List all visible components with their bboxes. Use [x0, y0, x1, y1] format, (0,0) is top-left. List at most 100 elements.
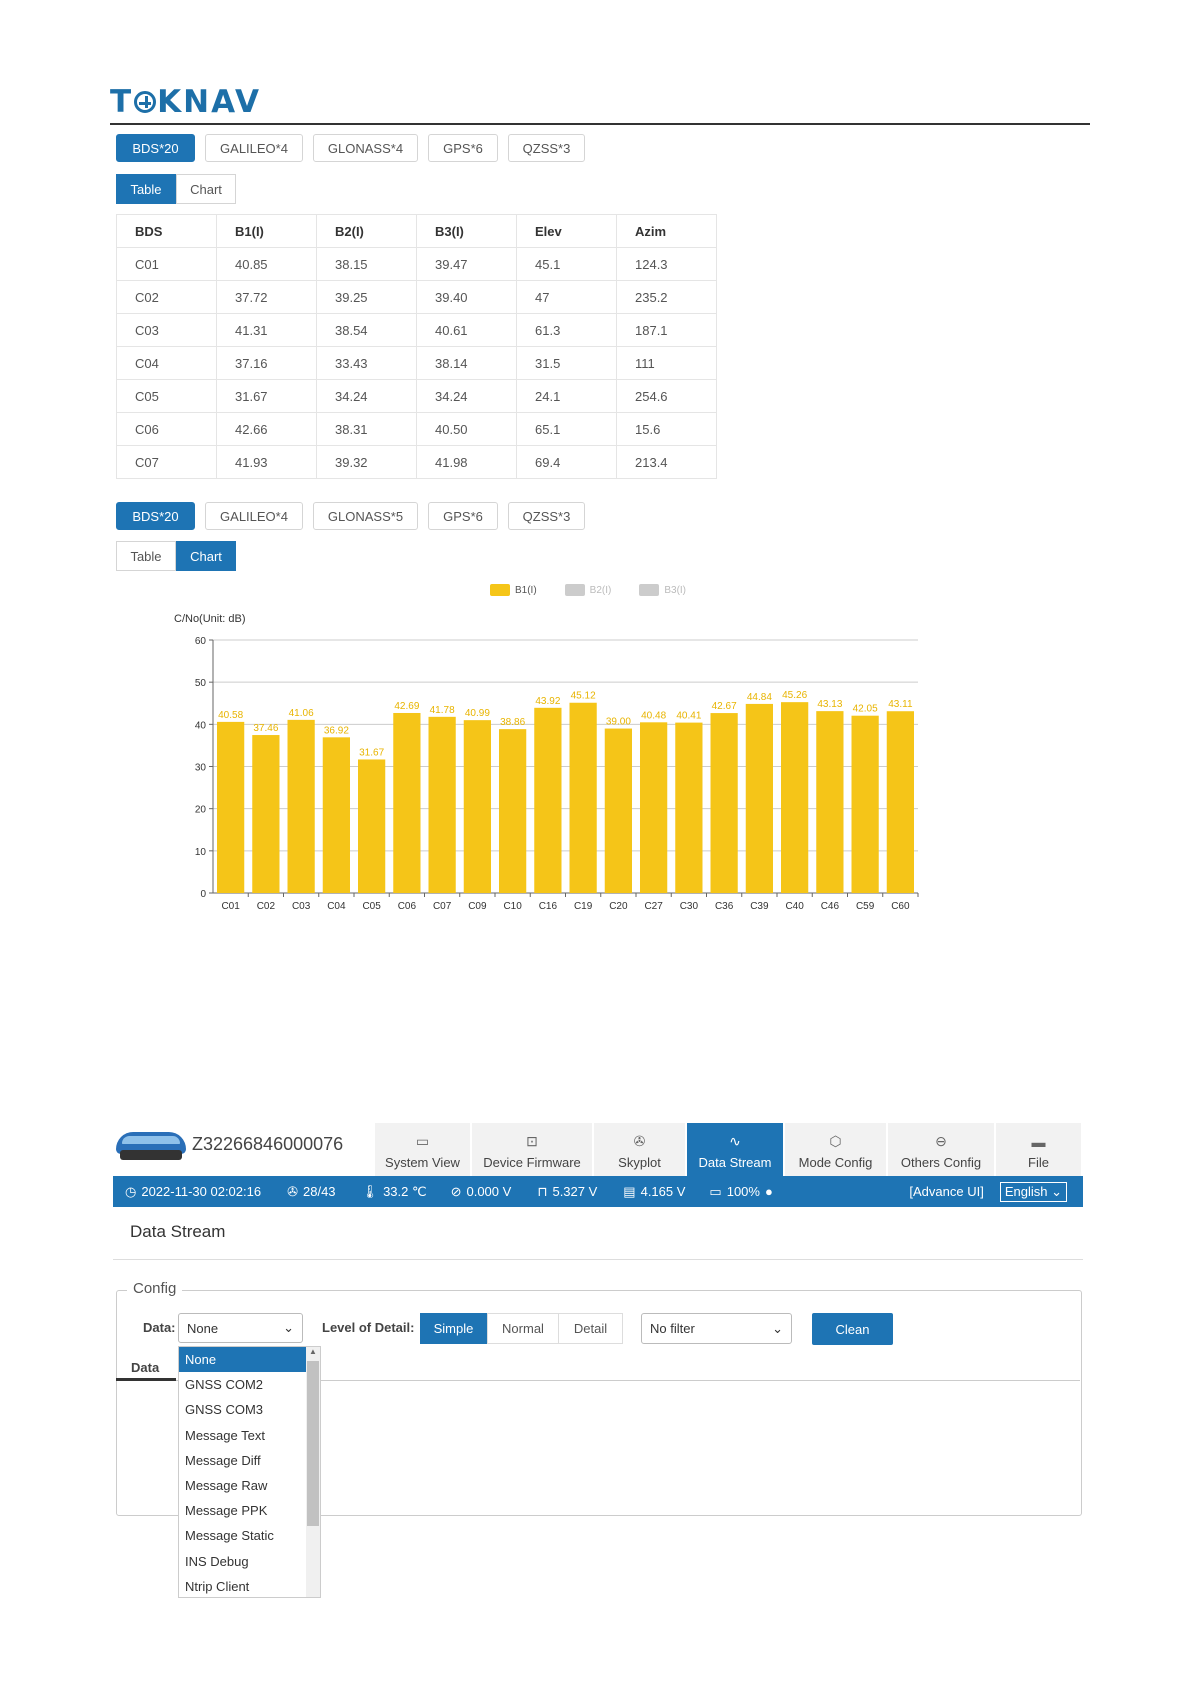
scroll-thumb[interactable]	[307, 1361, 319, 1526]
x-tick-label: C46	[821, 901, 840, 910]
y-tick-label: 50	[195, 678, 207, 689]
x-tick-label: C06	[398, 901, 417, 910]
table-row: C03 41.31 38.54 40.61 61.3 187.1	[116, 313, 717, 347]
table-row: C01 40.85 38.15 39.47 45.1 124.3	[116, 247, 717, 281]
tab-glonass[interactable]: GLONASS*4	[313, 134, 418, 162]
status-text: 4.165 V	[640, 1184, 686, 1199]
dots-icon: ⊖	[935, 1133, 947, 1149]
nav-others-config[interactable]: ⊖ Others Config	[888, 1123, 996, 1176]
dropdown-option[interactable]: Ntrip Client	[185, 1578, 250, 1594]
nav-mode-config[interactable]: ⬡ Mode Config	[785, 1123, 888, 1176]
bar	[886, 711, 914, 893]
x-tick-label: C30	[680, 901, 699, 910]
tab-bds[interactable]: BDS*20	[116, 502, 195, 530]
y-tick-label: 20	[195, 805, 207, 816]
nav-system-view[interactable]: ▭ System View	[375, 1123, 472, 1176]
table-cell: 34.24	[316, 379, 417, 413]
table-cell: 37.72	[216, 280, 317, 314]
table-cell: C03	[116, 313, 217, 347]
chart-legend: B1(I) B2(I) B3(I)	[490, 584, 686, 596]
tab-glonass[interactable]: GLONASS*5	[313, 502, 418, 530]
table-cell: 40.85	[216, 247, 317, 281]
level-normal-button[interactable]: Normal	[487, 1313, 559, 1344]
calendar-icon: ▤	[623, 1183, 636, 1199]
view-toggle-2: Table Chart	[116, 541, 236, 571]
level-detail-button[interactable]: Detail	[559, 1313, 623, 1344]
bar-value-label: 37.46	[253, 723, 278, 734]
nav-skyplot[interactable]: ✇ Skyplot	[594, 1123, 687, 1176]
nav-file[interactable]: ▬ File	[996, 1123, 1083, 1176]
chevron-down-icon: ⌄	[283, 1320, 294, 1335]
company-logo: T KNAV	[110, 84, 262, 120]
dropdown-option[interactable]: GNSS COM3	[185, 1402, 264, 1418]
table-cell: 39.47	[416, 247, 517, 281]
bar-value-label: 43.13	[817, 699, 842, 710]
legend-swatch	[490, 584, 510, 596]
col-header: Elev	[516, 214, 617, 248]
dropdown-option[interactable]: Message Static	[185, 1528, 274, 1544]
y-tick-label: 0	[200, 889, 206, 900]
level-simple-button[interactable]: Simple	[420, 1313, 487, 1344]
data-select[interactable]: None ⌄	[178, 1313, 303, 1343]
tab-qzss[interactable]: QZSS*3	[508, 502, 585, 530]
table-row: C07 41.93 39.32 41.98 69.4 213.4	[116, 445, 717, 479]
tab-bds[interactable]: BDS*20	[116, 134, 195, 162]
bar-value-label: 41.06	[289, 708, 314, 719]
gauge-icon: ⊘	[450, 1183, 462, 1199]
advance-ui-link[interactable]: [Advance UI]	[909, 1184, 983, 1199]
nav-label: Data Stream	[698, 1155, 772, 1170]
table-view-button[interactable]: Table	[116, 174, 176, 204]
bar	[710, 713, 738, 893]
filter-select-value: No filter	[650, 1321, 695, 1336]
thermometer-icon: 🌡	[361, 1183, 379, 1199]
clean-button[interactable]: Clean	[812, 1313, 893, 1345]
table-cell: 47	[516, 280, 617, 314]
bar	[781, 702, 809, 893]
constellation-tabs-2: BDS*20 GALILEO*4 GLONASS*5 GPS*6 QZSS*3	[116, 502, 585, 530]
dropdown-option[interactable]: Message Text	[185, 1427, 265, 1443]
x-tick-label: C07	[433, 901, 452, 910]
bar	[604, 728, 632, 893]
tab-galileo[interactable]: GALILEO*4	[205, 502, 303, 530]
filter-select[interactable]: No filter ⌄	[641, 1313, 792, 1344]
scroll-up-icon[interactable]: ▲	[309, 1347, 317, 1356]
dropdown-option[interactable]: Message Raw	[185, 1477, 268, 1493]
dropdown-scrollbar[interactable]: ▲	[306, 1347, 320, 1597]
tab-qzss[interactable]: QZSS*3	[508, 134, 585, 162]
nav-label: System View	[385, 1155, 460, 1170]
data-tab[interactable]: Data	[131, 1360, 160, 1375]
legend-item-b1[interactable]: B1(I)	[490, 584, 537, 596]
bar-value-label: 31.67	[359, 747, 384, 758]
language-select[interactable]: English ⌄	[999, 1181, 1067, 1202]
nav-data-stream[interactable]: ∿ Data Stream	[687, 1123, 785, 1176]
x-tick-label: C59	[856, 901, 875, 910]
tab-gps[interactable]: GPS*6	[428, 502, 498, 530]
legend-item-b3[interactable]: B3(I)	[639, 584, 686, 596]
x-tick-label: C04	[327, 901, 346, 910]
nav-device-firmware[interactable]: ⊡ Device Firmware	[472, 1123, 594, 1176]
tab-gps[interactable]: GPS*6	[428, 134, 498, 162]
table-cell: C02	[116, 280, 217, 314]
dropdown-option[interactable]: Message Diff	[185, 1452, 261, 1468]
chart-view-button[interactable]: Chart	[176, 541, 236, 571]
bar-value-label: 40.99	[465, 708, 490, 719]
table-cell: 41.93	[216, 445, 317, 479]
table-view-button[interactable]: Table	[116, 541, 176, 571]
tab-galileo[interactable]: GALILEO*4	[205, 134, 303, 162]
pulse-icon: ∿	[729, 1133, 741, 1149]
dropdown-option[interactable]: None	[179, 1347, 311, 1373]
table-cell: C05	[116, 379, 217, 413]
bar-value-label: 42.67	[712, 701, 737, 712]
chart-view-button[interactable]: Chart	[176, 174, 236, 204]
dropdown-option[interactable]: INS Debug	[185, 1553, 249, 1569]
table-cell: 15.6	[616, 412, 717, 446]
page-title: Data Stream	[130, 1222, 226, 1241]
dropdown-option[interactable]: Message PPK	[185, 1503, 268, 1519]
legend-item-b2[interactable]: B2(I)	[564, 584, 611, 596]
dropdown-option[interactable]: GNSS COM2	[185, 1377, 264, 1393]
bar	[816, 711, 844, 893]
battery-icon: ▭	[709, 1183, 722, 1199]
status-voltage-2: ⊓ 5.327 V	[537, 1184, 597, 1200]
bar	[534, 707, 562, 893]
header-divider	[110, 123, 1090, 125]
